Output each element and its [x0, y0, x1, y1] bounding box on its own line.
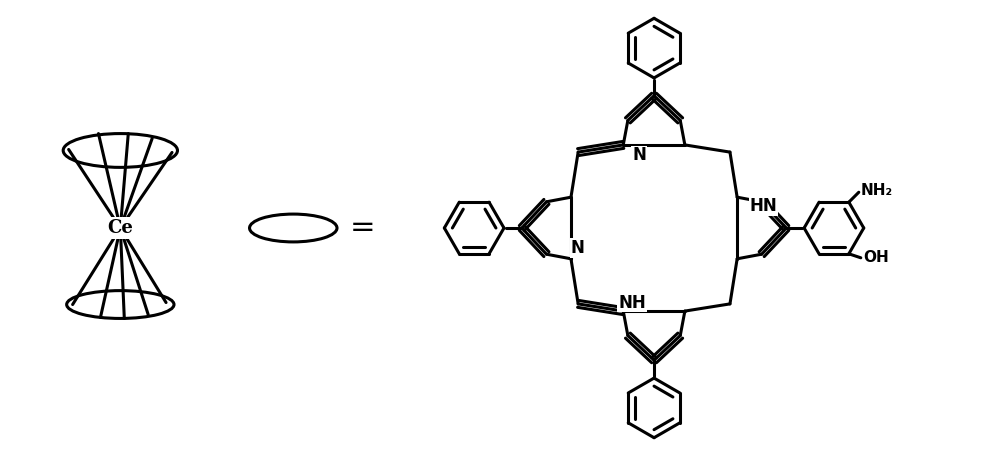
Text: NH: NH — [618, 293, 646, 312]
Text: N: N — [632, 147, 646, 164]
Text: NH₂: NH₂ — [861, 183, 893, 198]
Text: HN: HN — [750, 197, 777, 215]
Text: OH: OH — [863, 250, 889, 265]
Text: N: N — [571, 239, 584, 257]
Text: =: = — [350, 213, 376, 243]
Text: Ce: Ce — [107, 219, 133, 237]
